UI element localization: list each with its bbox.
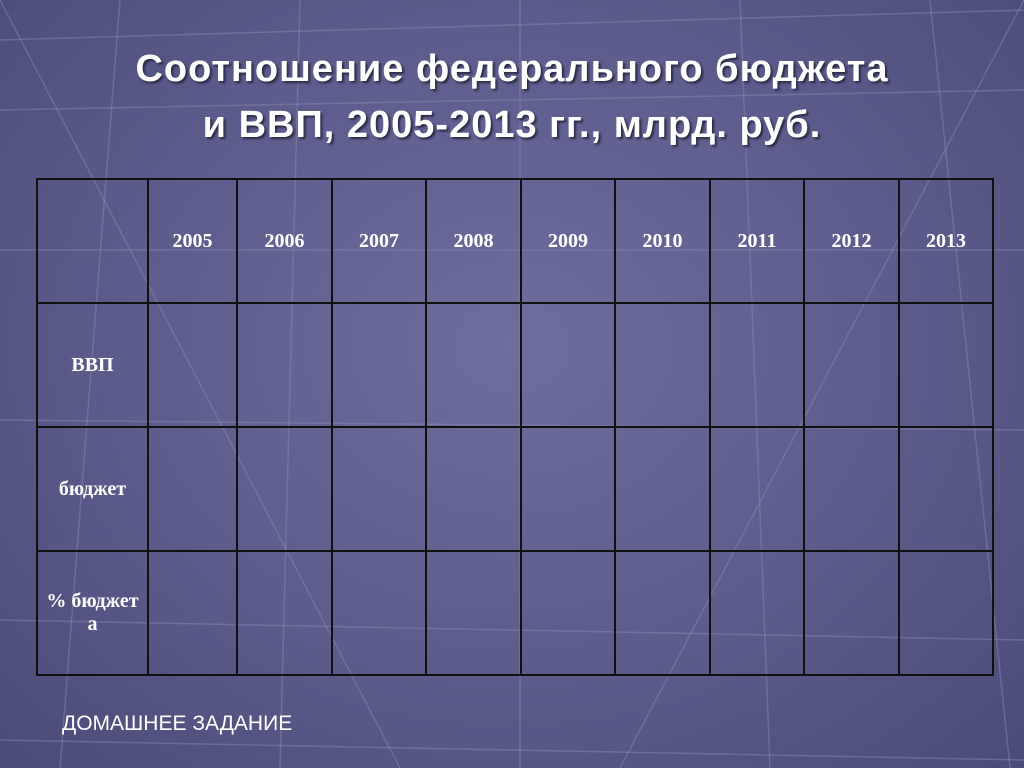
table-row: бюджет [36,426,994,552]
empty-cell [236,550,333,676]
empty-cell [709,550,805,676]
empty-cell [520,302,616,428]
empty-cell [898,550,994,676]
column-header: 2006 [236,178,333,304]
empty-cell [331,426,427,552]
column-header: 2008 [425,178,522,304]
column-header: 2013 [898,178,994,304]
empty-cell [331,550,427,676]
table: 2005 2006 2007 2008 2009 2010 2011 2012 2013 ВВП б… [36,178,994,676]
footer: ДОМАШНЕЕ ЗАДАНИЕ [62,712,293,735]
title-line: и ВВП, 2005-2013 гг., млрд. руб. [202,104,822,146]
empty-cell [898,302,994,428]
row-header: % бюджета [36,550,149,676]
empty-cell [803,550,900,676]
empty-cell [520,426,616,552]
column-header: 2011 [709,178,805,304]
empty-cell [520,550,616,676]
corner-cell [36,178,149,304]
empty-cell [236,302,333,428]
title-line: Соотношение федерального бюджета [135,48,889,90]
table-row: ВВП [36,302,994,428]
empty-cell [147,426,238,552]
empty-cell [425,550,522,676]
header-row: 2005 2006 2007 2008 2009 2010 2011 2012 2013 [36,178,994,304]
column-header: 2010 [614,178,711,304]
empty-cell [614,550,711,676]
empty-cell [803,302,900,428]
empty-cell [614,302,711,428]
empty-cell [614,426,711,552]
table-row: % бюджета [36,550,994,676]
empty-cell [709,426,805,552]
empty-cell [425,302,522,428]
empty-cell [147,302,238,428]
column-header: 2005 [147,178,238,304]
column-header: 2007 [331,178,427,304]
column-header: 2009 [520,178,616,304]
empty-cell [331,302,427,428]
empty-cell [709,302,805,428]
row-header: бюджет [36,426,149,552]
empty-cell [803,426,900,552]
empty-cell [236,426,333,552]
empty-cell [425,426,522,552]
row-header: ВВП [36,302,149,428]
column-header: 2012 [803,178,900,304]
empty-cell [147,550,238,676]
empty-cell [898,426,994,552]
